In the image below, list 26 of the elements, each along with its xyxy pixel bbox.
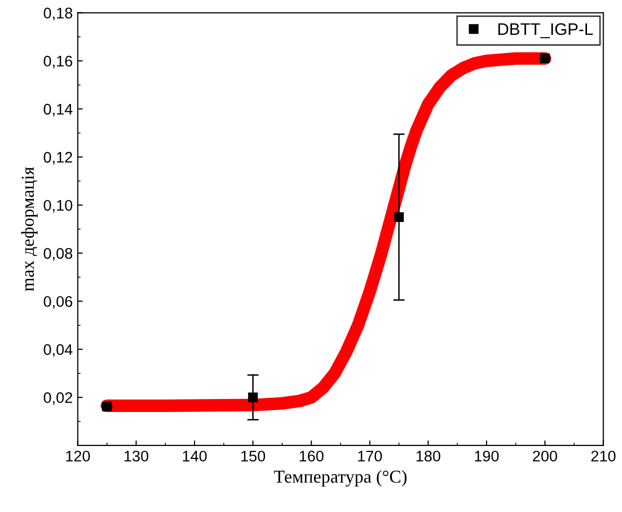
- y-tick-label: 0,12: [44, 152, 72, 165]
- x-tick-label: 190: [474, 450, 499, 462]
- y-tick-label: 0,18: [44, 8, 72, 20]
- y-tick-label: 0,10: [44, 200, 72, 213]
- y-tick-label: 0,08: [44, 248, 72, 261]
- x-tick-label: 150: [241, 450, 266, 462]
- point: [102, 402, 112, 412]
- point: [394, 212, 404, 222]
- x-axis-title: Температура (°C): [274, 470, 407, 487]
- x-tick-label: 200: [532, 450, 558, 462]
- y-tick-label: 0,14: [44, 104, 72, 116]
- y-tick-label: 0,16: [44, 56, 72, 68]
- y-tick-label: 0,04: [44, 344, 72, 357]
- x-tick-label: 160: [300, 450, 324, 462]
- y-tick-label: 0,06: [44, 296, 72, 309]
- point: [248, 392, 258, 402]
- y-tick-label: 0,02: [44, 392, 72, 405]
- y-axis-title: max деформація: [21, 167, 38, 292]
- point: [540, 53, 550, 64]
- x-tick-label: 140: [182, 450, 207, 462]
- x-tick-label: 180: [416, 450, 440, 462]
- x-tick-label: 210: [591, 450, 616, 462]
- legend-label: DBTT_IGP-L: [498, 23, 593, 38]
- x-tick-label: 170: [358, 450, 382, 462]
- x-tick-label: 130: [124, 450, 148, 462]
- x-tick-label: 120: [66, 450, 90, 462]
